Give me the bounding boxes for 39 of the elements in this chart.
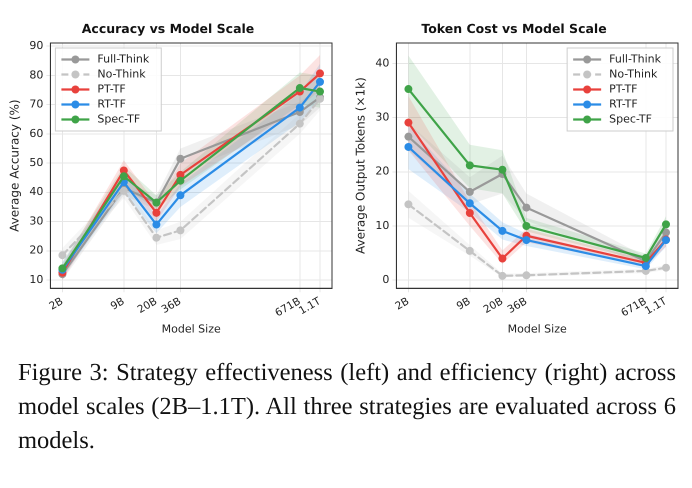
x-tick-label: 9B	[454, 295, 473, 313]
y-axis-title: Average Output Tokens (×1k)	[353, 77, 368, 254]
legend-label: Spec-TF	[97, 112, 140, 126]
y-tick-label: 0	[382, 273, 390, 286]
y-tick-label: 10	[375, 218, 390, 232]
y-tick-label: 30	[29, 214, 44, 228]
y-tick-label: 80	[29, 68, 44, 82]
x-tick-label: 20B	[481, 295, 506, 316]
legend-label: RT-TF	[609, 97, 638, 110]
y-tick-label: 20	[29, 244, 44, 257]
x-tick-label: 36B	[505, 295, 530, 316]
legend-label: RT-TF	[97, 97, 126, 110]
y-tick-label: 10	[29, 272, 44, 286]
legend-label: PT-TF	[97, 82, 126, 96]
x-axis-title: Model Size	[162, 322, 221, 336]
x-axis-title: Model Size	[508, 322, 567, 336]
y-tick-label: 50	[29, 156, 44, 170]
x-tick-label: 9B	[108, 295, 127, 313]
chart-title: Accuracy vs Model Scale	[82, 20, 254, 36]
legend-label: Spec-TF	[609, 112, 652, 126]
x-tick-label: 36B	[159, 295, 184, 316]
y-tick-label: 90	[29, 39, 44, 52]
y-axis-title: Average Accuracy (%)	[7, 99, 22, 232]
x-tick-label: 2B	[47, 295, 66, 313]
x-tick-label: 20B	[135, 295, 160, 316]
chart-title: Token Cost vs Model Scale	[421, 20, 607, 36]
y-tick-label: 40	[375, 56, 390, 70]
legend-label: PT-TF	[609, 82, 638, 96]
legend-label: Full-Think	[97, 52, 150, 66]
y-tick-label: 70	[29, 98, 44, 111]
y-tick-label: 30	[375, 110, 390, 124]
x-tick-label: 2B	[393, 295, 412, 313]
legend-label: Full-Think	[609, 52, 662, 66]
y-tick-label: 40	[29, 185, 44, 198]
y-tick-label: 20	[375, 164, 390, 178]
caption: Figure 3: Strategy effectiveness (left) and efficiency (right) across model scales (2B–1.1T). All three strategies are evaluated across 6 models.	[18, 358, 676, 456]
legend-label: No-Think	[97, 67, 146, 80]
legend-label: No-Think	[609, 67, 658, 80]
y-tick-label: 60	[29, 126, 44, 140]
